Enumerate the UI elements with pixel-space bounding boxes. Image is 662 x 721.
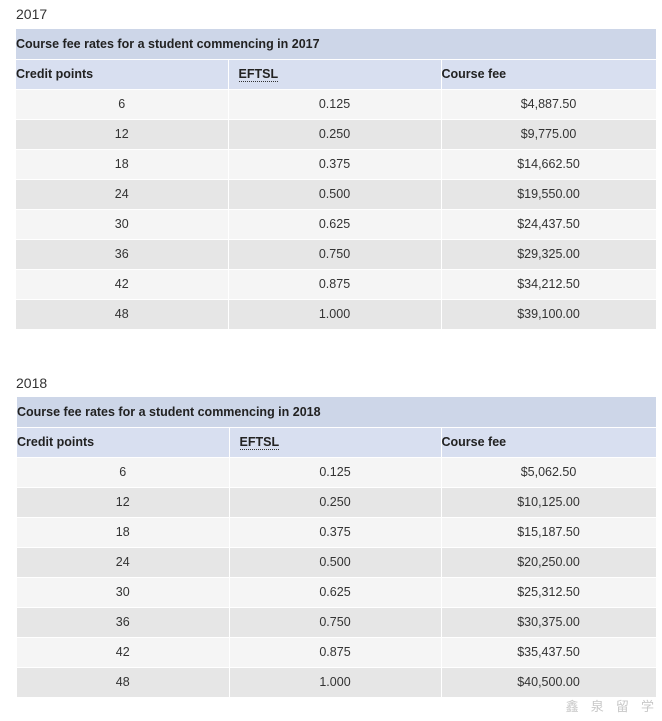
eftsl-abbreviation[interactable]: EFTSL	[238, 67, 279, 82]
cell-eftsl: 0.500	[229, 547, 442, 578]
cell-course-fee: $15,187.50	[441, 517, 657, 548]
column-header-course-fee: Course fee	[441, 59, 657, 90]
table-row: 30 0.625 $25,312.50	[17, 577, 657, 608]
column-header-course-fee: Course fee	[441, 427, 657, 458]
cell-eftsl: 1.000	[228, 299, 442, 330]
cell-eftsl: 0.125	[228, 89, 442, 120]
cell-course-fee: $25,312.50	[441, 577, 657, 608]
cell-credit-points: 42	[16, 269, 229, 300]
cell-eftsl: 0.500	[228, 179, 442, 210]
cell-eftsl: 0.875	[229, 637, 442, 668]
table-row: 24 0.500 $20,250.00	[17, 547, 657, 578]
cell-course-fee: $34,212.50	[441, 269, 657, 300]
cell-credit-points: 30	[17, 577, 230, 608]
fee-table-2017: Course fee rates for a student commencin…	[16, 29, 657, 330]
cell-course-fee: $24,437.50	[441, 209, 657, 240]
column-header-credit-points: Credit points	[17, 427, 230, 458]
cell-course-fee: $5,062.50	[441, 457, 657, 488]
cell-credit-points: 36	[17, 607, 230, 638]
cell-eftsl: 0.250	[228, 119, 442, 150]
cell-credit-points: 42	[17, 637, 230, 668]
table-row: 48 1.000 $39,100.00	[16, 299, 657, 330]
watermark-text: 鑫 泉 留 学	[565, 700, 658, 715]
cell-eftsl: 0.750	[229, 607, 442, 638]
table-row: 36 0.750 $29,325.00	[16, 239, 657, 270]
table-caption: Course fee rates for a student commencin…	[17, 397, 657, 428]
cell-credit-points: 6	[16, 89, 229, 120]
cell-eftsl: 0.250	[229, 487, 442, 518]
cell-eftsl: 0.875	[228, 269, 442, 300]
cell-credit-points: 48	[17, 667, 230, 698]
eftsl-abbreviation[interactable]: EFTSL	[239, 435, 280, 450]
table-row: 18 0.375 $14,662.50	[16, 149, 657, 180]
cell-credit-points: 12	[16, 119, 229, 150]
cell-course-fee: $4,887.50	[441, 89, 657, 120]
cell-credit-points: 30	[16, 209, 229, 240]
column-header-credit-points: Credit points	[16, 59, 229, 90]
cell-credit-points: 36	[16, 239, 229, 270]
table-caption: Course fee rates for a student commencin…	[16, 29, 657, 60]
table-row: 12 0.250 $9,775.00	[16, 119, 657, 150]
cell-eftsl: 0.625	[229, 577, 442, 608]
cell-course-fee: $10,125.00	[441, 487, 657, 518]
cell-course-fee: $14,662.50	[441, 149, 657, 180]
year-heading-2017: 2017	[16, 6, 48, 22]
cell-eftsl: 1.000	[229, 667, 442, 698]
table-row: 30 0.625 $24,437.50	[16, 209, 657, 240]
cell-credit-points: 18	[17, 517, 230, 548]
cell-course-fee: $20,250.00	[441, 547, 657, 578]
cell-eftsl: 0.125	[229, 457, 442, 488]
table-row: 42 0.875 $35,437.50	[17, 637, 657, 668]
cell-course-fee: $35,437.50	[441, 637, 657, 668]
table-body: 6 0.125 $4,887.50 12 0.250 $9,775.00 18 0.375 $1…	[16, 89, 657, 330]
cell-course-fee: $40,500.00	[441, 667, 657, 698]
year-heading-2018: 2018	[16, 375, 48, 391]
fee-table-2018: Course fee rates for a student commencin…	[17, 397, 657, 698]
cell-course-fee: $9,775.00	[441, 119, 657, 150]
cell-credit-points: 24	[17, 547, 230, 578]
cell-course-fee: $30,375.00	[441, 607, 657, 638]
cell-credit-points: 48	[16, 299, 229, 330]
table-row: 42 0.875 $34,212.50	[16, 269, 657, 300]
table-row: 12 0.250 $10,125.00	[17, 487, 657, 518]
table-row: 48 1.000 $40,500.00	[17, 667, 657, 698]
table-row: 18 0.375 $15,187.50	[17, 517, 657, 548]
cell-course-fee: $19,550.00	[441, 179, 657, 210]
cell-eftsl: 0.375	[229, 517, 442, 548]
table-row: 24 0.500 $19,550.00	[16, 179, 657, 210]
cell-credit-points: 24	[16, 179, 229, 210]
cell-credit-points: 6	[17, 457, 230, 488]
table-body: 6 0.125 $5,062.50 12 0.250 $10,125.00 18 0.375 $…	[17, 457, 657, 698]
cell-course-fee: $29,325.00	[441, 239, 657, 270]
table-row: 6 0.125 $4,887.50	[16, 89, 657, 120]
cell-course-fee: $39,100.00	[441, 299, 657, 330]
cell-eftsl: 0.375	[228, 149, 442, 180]
cell-eftsl: 0.625	[228, 209, 442, 240]
column-header-eftsl: EFTSL	[228, 59, 442, 90]
table-row: 36 0.750 $30,375.00	[17, 607, 657, 638]
cell-credit-points: 12	[17, 487, 230, 518]
table-row: 6 0.125 $5,062.50	[17, 457, 657, 488]
cell-credit-points: 18	[16, 149, 229, 180]
cell-eftsl: 0.750	[228, 239, 442, 270]
column-header-eftsl: EFTSL	[229, 427, 442, 458]
